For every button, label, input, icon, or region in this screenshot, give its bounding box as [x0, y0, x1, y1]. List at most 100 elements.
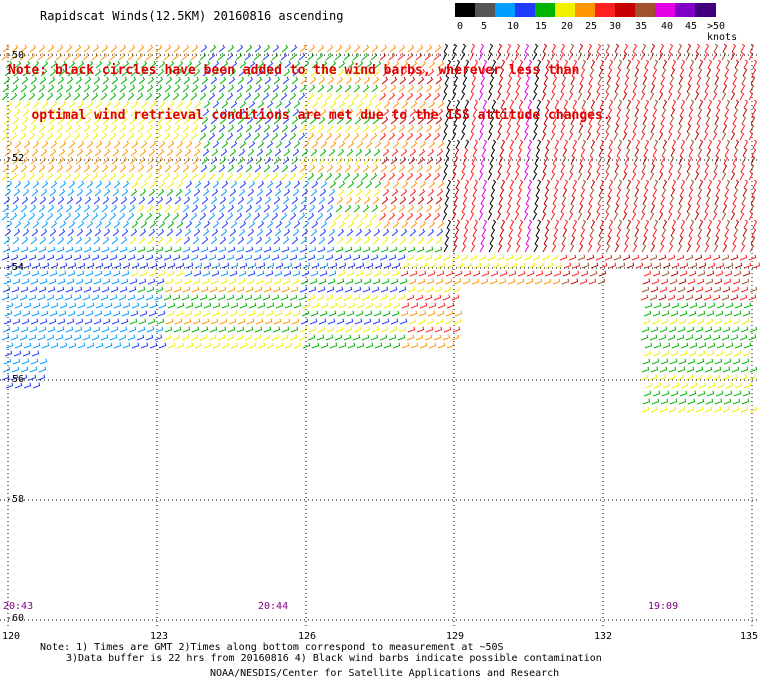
wind-barb — [345, 116, 353, 125]
wind-barb — [716, 179, 722, 189]
wind-barb — [164, 84, 172, 93]
wind-barb — [12, 278, 21, 285]
wind-barb — [371, 326, 380, 333]
wind-barb — [262, 294, 271, 301]
wind-barb — [406, 92, 414, 101]
wind-barb — [265, 228, 273, 237]
wind-barb — [640, 211, 646, 221]
wind-barb — [400, 108, 408, 117]
wind-barb — [325, 334, 334, 341]
wind-barb — [623, 123, 629, 133]
wind-barb — [470, 163, 476, 173]
wind-barb — [668, 203, 674, 213]
wind-barb — [184, 108, 192, 117]
wind-barb — [246, 156, 254, 165]
wind-barb — [32, 302, 41, 309]
wind-barb — [417, 236, 425, 245]
wind-barb — [509, 59, 515, 69]
wind-barb — [245, 164, 253, 173]
wind-barb — [536, 139, 542, 149]
wind-barb — [149, 180, 157, 189]
wind-barb — [400, 148, 408, 157]
wind-barb — [292, 68, 300, 77]
wind-barb — [523, 131, 529, 141]
wind-barb — [379, 334, 388, 341]
wind-barb — [723, 75, 729, 85]
wind-barb — [399, 116, 407, 125]
wind-barb — [500, 59, 506, 69]
wind-barb — [634, 187, 640, 197]
wind-barb — [734, 219, 740, 229]
wind-barb — [120, 278, 129, 285]
wind-barb — [499, 270, 508, 277]
wind-barb — [518, 219, 524, 229]
wind-barb — [651, 235, 657, 245]
wind-barb — [338, 302, 347, 309]
wind-barb — [95, 302, 104, 309]
wind-barb — [651, 398, 660, 405]
wind-barb — [749, 203, 755, 213]
wind-barb — [407, 164, 415, 173]
wind-barb — [382, 270, 391, 277]
wind-barb — [451, 334, 460, 341]
wind-barb — [392, 342, 401, 349]
wind-barb — [300, 318, 309, 325]
wind-barb — [32, 262, 41, 269]
wind-barb — [533, 43, 539, 53]
wind-barb — [221, 140, 229, 149]
wind-barb — [742, 270, 751, 277]
wind-barb — [110, 326, 119, 333]
wind-barb — [5, 302, 14, 309]
wind-barb — [551, 163, 557, 173]
wind-barb — [193, 188, 201, 197]
wind-barb — [46, 334, 55, 341]
wind-barb — [29, 164, 37, 173]
wind-barb — [454, 187, 460, 197]
wind-barb — [68, 262, 77, 269]
wind-barb — [670, 310, 679, 317]
wind-barb — [372, 236, 380, 245]
wind-barb — [21, 236, 29, 245]
wind-barb — [319, 270, 328, 277]
wind-barb — [119, 44, 127, 53]
wind-barb — [327, 196, 335, 205]
wind-barb — [283, 228, 291, 237]
wind-barb — [311, 140, 319, 149]
wind-barb — [185, 342, 194, 349]
wind-barb — [191, 204, 199, 213]
wind-barb — [706, 310, 715, 317]
wind-barb — [696, 115, 702, 125]
wind-barb — [211, 228, 219, 237]
wind-barb — [290, 246, 299, 253]
wind-barb — [427, 310, 436, 317]
wind-barb — [410, 220, 418, 229]
wind-barb — [707, 262, 716, 269]
wind-barb — [30, 358, 39, 365]
wind-barb — [743, 99, 749, 109]
wind-barb — [400, 188, 408, 197]
wind-barb — [185, 302, 194, 309]
wind-barb — [373, 228, 381, 237]
wind-barb — [527, 262, 536, 269]
wind-barb — [435, 236, 443, 245]
wind-barb — [156, 156, 164, 165]
wind-barb — [714, 318, 723, 325]
wind-barb — [273, 278, 282, 285]
wind-barb — [146, 286, 155, 293]
wind-barb — [121, 148, 129, 157]
wind-barb — [687, 278, 696, 285]
wind-barb — [676, 211, 682, 221]
wind-barb — [444, 195, 450, 205]
wind-barb — [326, 204, 334, 213]
wind-barb — [481, 270, 490, 277]
wind-barb — [653, 302, 662, 309]
wind-barb — [399, 278, 408, 285]
wind-barb — [642, 398, 651, 405]
wind-barb — [74, 164, 82, 173]
wind-barb — [670, 67, 676, 77]
wind-barb — [560, 43, 566, 53]
wind-barb — [336, 76, 344, 85]
wind-barb — [364, 270, 373, 277]
wind-barb — [326, 44, 334, 53]
wind-barb — [148, 270, 157, 277]
